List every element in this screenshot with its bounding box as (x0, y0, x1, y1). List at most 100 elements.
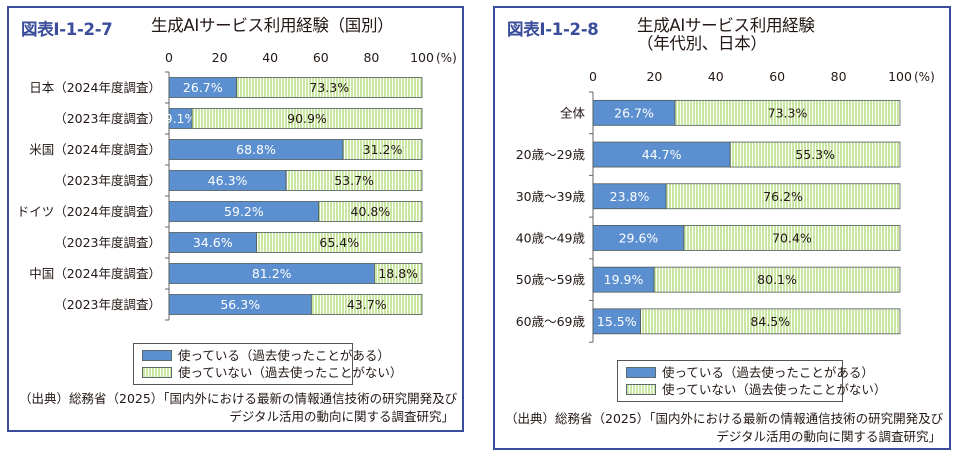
legend-item-unused: 使っていない（過去使ったことがない） (626, 381, 886, 398)
bar-unused (683, 225, 901, 251)
data-label-unused: 73.3% (309, 80, 349, 95)
category-label: 日本（2024年度調査） (29, 80, 161, 95)
source-line-2: デジタル活用の動向に関する調査研究」 (716, 429, 941, 444)
legend-item-used: 使っている（過去使ったことがある） (142, 347, 390, 364)
category-label: （2023年度調査） (54, 297, 161, 312)
bar-unused (665, 183, 901, 210)
bar-used (592, 225, 685, 251)
bar-unused (653, 266, 901, 293)
legend: 使っている（過去使ったことがある） 使っていない（過去使ったことがない） (133, 343, 402, 385)
chart-age: 0 20 40 60 80 100 (%) 全体 26.7% 73.3% 20歳～29歳 44.7% 5… (516, 69, 935, 343)
x-tick-label: 0 (165, 50, 173, 65)
category-label: 30歳～39歳 (516, 189, 586, 204)
legend-label-used: 使っている（過去使ったことがある） (662, 365, 874, 380)
category-label: 60歳～69歳 (516, 314, 586, 329)
legend-swatch-unused (142, 367, 172, 378)
x-tick-label: 40 (262, 50, 278, 65)
legend-swatch-used (626, 367, 656, 378)
category-label: （2023年度調査） (54, 173, 161, 188)
legend-swatch-unused (626, 384, 656, 395)
legend-label-unused: 使っていない（過去使ったことがない） (178, 365, 403, 380)
data-label-unused: 40.8% (351, 204, 391, 219)
x-tick-label: 60 (313, 50, 329, 65)
data-label-unused: 73.3% (768, 105, 808, 120)
figure-panel-country: 図表Ⅰ-1-2-7 生成AIサービス利用経験（国別） 0 20 40 60 80 100(… (7, 6, 464, 432)
bar-unused (285, 170, 423, 191)
data-label-used: 26.7% (183, 80, 223, 95)
data-label-used: 81.2% (252, 266, 292, 281)
bar-unused (191, 108, 423, 129)
bar-unused (236, 77, 423, 98)
data-label-used: 15.5% (597, 314, 637, 329)
data-label-unused: 80.1% (757, 272, 797, 287)
bar-used (592, 308, 641, 335)
bar-unused (318, 201, 423, 222)
chart-country: 0 20 40 60 80 100 (%) 日本（2024年度調査） 26.7% 73.3% （20… (17, 50, 457, 321)
figure-id: 図表Ⅰ-1-2-7 (21, 20, 113, 39)
category-label: （2023年度調査） (54, 111, 161, 126)
legend-item-unused: 使っていない（過去使ったことがない） (142, 364, 402, 381)
bar-unused (674, 99, 901, 126)
legend-swatch-used (142, 350, 172, 361)
data-label-used: 23.8% (610, 189, 650, 204)
data-label-unused: 84.5% (750, 314, 790, 329)
category-label: ドイツ（2024年度調査） (17, 204, 161, 219)
figure-id: 図表Ⅰ-1-2-8 (507, 20, 599, 39)
data-label-unused: 53.7% (334, 173, 374, 188)
bar-unused (342, 139, 423, 160)
x-tick-label: 20 (212, 50, 228, 65)
x-tick-label: 0 (589, 69, 597, 84)
chart-title: 生成AIサービス利用経験（国別） (151, 16, 394, 35)
chart-subtitle: （年代別、日本） (637, 34, 767, 53)
data-label-used: 68.8% (236, 142, 276, 157)
data-label-unused: 31.2% (363, 142, 403, 157)
bar-used (592, 183, 667, 210)
data-label-used: 46.3% (208, 173, 248, 188)
source-line-1: （出典）総務省（2025）「国内外における最新の情報通信技術の研究開発及び (19, 391, 458, 406)
data-label-used: 26.7% (614, 105, 654, 120)
data-label-unused: 76.2% (763, 189, 803, 204)
x-tick-label: 80 (363, 50, 379, 65)
data-label-unused: 18.8% (378, 266, 418, 281)
legend-label-unused: 使っていない（過去使ったことがない） (662, 382, 887, 397)
category-label: 中国（2024年度調査） (29, 266, 161, 281)
legend-item-used: 使っている（過去使ったことがある） (626, 364, 874, 381)
bar-used (592, 99, 676, 126)
chart-title: 生成AIサービス利用経験 (637, 16, 815, 35)
data-label-used: 34.6% (193, 235, 233, 250)
data-label-used: 56.3% (220, 297, 260, 312)
data-label-unused: 90.9% (287, 111, 327, 126)
data-label-used: 44.7% (642, 147, 682, 162)
data-label-used: 9.1% (165, 111, 197, 126)
bar-used (592, 141, 731, 168)
x-tick-label: 20 (646, 69, 662, 84)
bar-unused (729, 141, 901, 168)
data-label-unused: 55.3% (795, 147, 835, 162)
bar-unused (640, 308, 901, 335)
x-tick-label: 100 (888, 69, 912, 84)
data-label-used: 59.2% (224, 204, 264, 219)
x-axis-unit: (%) (436, 51, 457, 65)
data-label-unused: 43.7% (347, 297, 387, 312)
category-label: 40歳～49歳 (516, 230, 586, 245)
x-tick-label: 80 (831, 69, 847, 84)
data-label-unused: 70.4% (772, 230, 812, 245)
bar-unused (374, 263, 423, 284)
category-label: （2023年度調査） (54, 235, 161, 250)
data-label-used: 29.6% (619, 230, 659, 245)
x-axis-unit: (%) (914, 70, 935, 84)
source-line-2: デジタル活用の動向に関する調査研究」 (229, 409, 454, 424)
x-tick-label: 40 (708, 69, 724, 84)
category-label: 米国（2024年度調査） (29, 142, 161, 157)
x-tick-label: 60 (769, 69, 785, 84)
category-label: 50歳～59歳 (516, 272, 586, 287)
bar-used (592, 266, 655, 293)
figure-panel-age: 図表Ⅰ-1-2-8 生成AIサービス利用経験 （年代別、日本） 0 20 40 60 8… (493, 6, 951, 450)
legend-label-used: 使っている（過去使ったことがある） (178, 348, 390, 363)
x-tick-label: 100 (410, 50, 434, 65)
bar-unused (256, 232, 423, 253)
data-label-used: 19.9% (604, 272, 644, 287)
source-line-1: （出典）総務省（2025）「国内外における最新の情報通信技術の研究開発及び (505, 411, 944, 426)
data-label-unused: 65.4% (319, 235, 359, 250)
category-label: 全体 (560, 105, 586, 120)
